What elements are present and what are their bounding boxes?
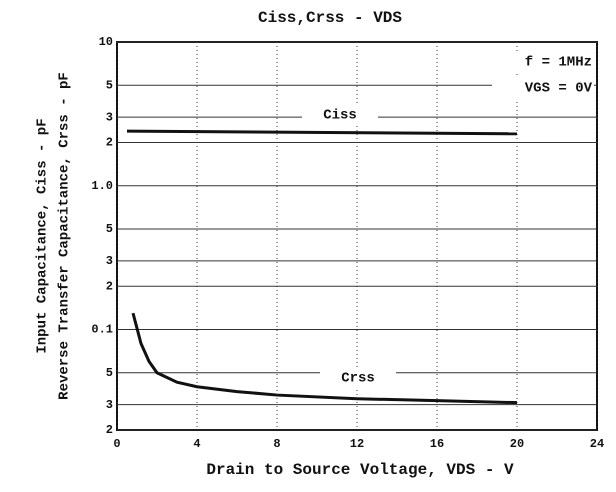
series-label: Crss xyxy=(341,371,375,387)
y-axis-label: Input Capacitance, Ciss - pF xyxy=(35,118,51,353)
y-tick-label: 5 xyxy=(106,366,113,380)
y-tick-label: 2 xyxy=(106,279,113,293)
x-tick-label: 24 xyxy=(590,437,604,451)
y-tick-label: 5 xyxy=(106,222,113,236)
x-tick-label: 20 xyxy=(510,437,524,451)
y-tick-label: 2 xyxy=(106,423,113,437)
label-bg xyxy=(302,105,378,125)
annotation: f = 1MHz xyxy=(525,55,592,71)
x-tick-label: 4 xyxy=(193,437,200,451)
y-tick-label: 3 xyxy=(106,110,113,124)
y-tick-label: 1.0 xyxy=(91,179,113,193)
annotation: VGS = 0V xyxy=(525,81,593,97)
x-tick-label: 16 xyxy=(430,437,444,451)
x-axis-label: Drain to Source Voltage, VDS - V xyxy=(206,461,514,479)
chart-title: Ciss,Crss - VDS xyxy=(258,9,402,27)
x-tick-label: 0 xyxy=(113,437,120,451)
annotation-bg xyxy=(492,51,594,73)
y-tick-label: 2 xyxy=(106,136,113,150)
y-axis-label: Reverse Transfer Capacitance, Crss - pF xyxy=(57,72,73,400)
y-tick-label: 5 xyxy=(106,78,113,92)
y-tick-label: 0.1 xyxy=(91,323,113,337)
x-tick-label: 8 xyxy=(273,437,280,451)
y-tick-label: 10 xyxy=(99,35,113,49)
series-label: Ciss xyxy=(323,108,357,124)
x-tick-label: 12 xyxy=(350,437,364,451)
y-tick-label: 3 xyxy=(106,254,113,268)
label-bg xyxy=(320,368,396,388)
line xyxy=(131,312,518,405)
annotation-bg xyxy=(492,77,594,99)
y-tick-label: 3 xyxy=(106,398,113,412)
line xyxy=(126,129,518,136)
